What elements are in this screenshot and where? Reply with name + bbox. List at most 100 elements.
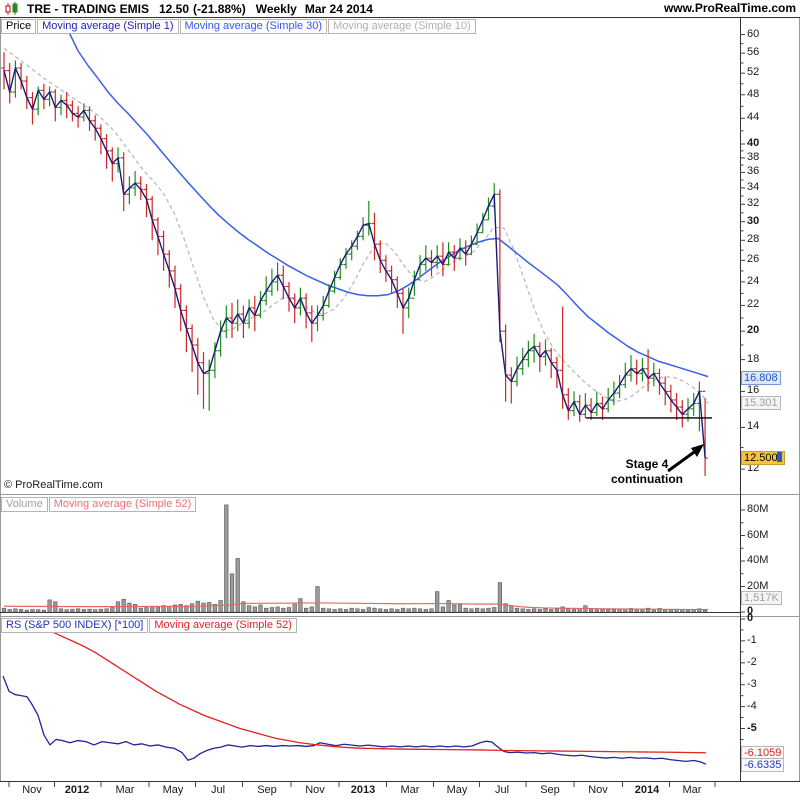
volume-bar: [526, 609, 531, 613]
x-axis-label: Nov: [305, 784, 325, 796]
volume-bar: [190, 603, 195, 613]
volume-bar: [594, 609, 599, 613]
volume-bar: [486, 607, 491, 613]
rs-axis-label: -1: [747, 633, 757, 646]
volume-axis-label: 60M: [747, 528, 769, 541]
legend-ma-simple-10[interactable]: Moving average (Simple 10): [328, 19, 476, 34]
volume-bar: [178, 604, 183, 613]
volume-bar: [588, 609, 594, 613]
stage4-annotation[interactable]: Stage 4 continuation: [601, 457, 693, 487]
ma1-close-line: [3, 67, 706, 459]
volume-ma52-line: [3, 602, 709, 611]
volume-bar: [269, 607, 275, 613]
volume-bar: [571, 609, 577, 613]
rs-legend: RS (S&P 500 INDEX) [*100] Moving average…: [1, 618, 298, 633]
x-axis-label: 2013: [350, 784, 376, 796]
text-cursor-icon: [776, 452, 782, 462]
annotation-line2: continuation: [611, 472, 683, 486]
x-axis-label: May: [446, 784, 468, 796]
volume-bar: [258, 604, 263, 613]
price-axis-label: 34: [747, 180, 760, 193]
volume-bar: [566, 608, 571, 613]
volume-bar: [121, 598, 126, 613]
ma30-line: [67, 29, 709, 378]
volume-bar: [292, 602, 297, 613]
volume-bar: [104, 608, 109, 613]
volume-bar: [18, 609, 24, 613]
volume-bar: [360, 609, 366, 613]
rs-axis-label: 0: [747, 612, 754, 624]
prorealtime-watermark: www.ProRealTime.com: [663, 1, 796, 15]
volume-bar: [492, 607, 497, 613]
rs-axis-label: -2: [747, 655, 757, 668]
x-axis-label: Mar: [115, 784, 135, 796]
legend-volume-ma52[interactable]: Moving average (Simple 52): [48, 497, 197, 512]
x-axis-label: May: [162, 784, 184, 796]
legend-volume[interactable]: Volume: [1, 497, 48, 512]
volume-axis-label: 40M: [747, 554, 769, 566]
price-axis-label: 52: [747, 66, 760, 79]
volume-bar: [70, 608, 75, 613]
volume-bar: [600, 608, 605, 613]
volume-bar: [275, 606, 280, 613]
volume-bar: [303, 607, 309, 613]
x-axis-label: Jul: [494, 784, 510, 796]
volume-bar: [207, 602, 212, 613]
volume-bar: [133, 604, 138, 613]
volume-bar: [224, 504, 229, 613]
x-axis-label: Nov: [588, 784, 608, 796]
volume-bar: [64, 609, 69, 613]
legend-ma-simple-1[interactable]: Moving average (Simple 1): [37, 19, 179, 34]
volume-bar: [628, 608, 634, 613]
volume-bar: [412, 607, 417, 613]
volume-bar: [645, 607, 651, 613]
legend-price[interactable]: Price: [1, 19, 37, 34]
volume-bar: [395, 609, 400, 613]
volume-bar: [435, 591, 440, 613]
price-axis-label: 32: [747, 197, 760, 210]
volume-bar: [560, 606, 565, 613]
volume-bar: [383, 609, 389, 613]
legend-ma-simple-30[interactable]: Moving average (Simple 30): [179, 19, 328, 34]
rs-axis-label: -3: [747, 677, 757, 690]
x-axis-label: Nov: [22, 784, 42, 796]
volume-bar: [229, 573, 235, 613]
volume-bar: [309, 606, 314, 613]
legend-rs[interactable]: RS (S&P 500 INDEX) [*100]: [1, 618, 149, 633]
x-axis-label: Mar: [400, 784, 420, 796]
ma30-value-label: 16.808: [741, 371, 781, 385]
volume-bar: [87, 608, 92, 613]
volume-bar: [554, 608, 559, 613]
volume-bar: [36, 609, 41, 613]
volume-bar: [423, 609, 428, 613]
volume-bar: [247, 605, 252, 613]
volume-bar: [252, 606, 257, 613]
volume-bar: [315, 586, 320, 613]
volume-bar: [167, 605, 172, 613]
x-axis-label: 2014: [634, 784, 660, 796]
volume-bar: [469, 608, 474, 613]
volume-bar: [514, 607, 520, 613]
price-axis-label: 24: [747, 274, 760, 287]
volume-value-label: 1,517K: [741, 591, 782, 605]
price-axis-label: 14: [747, 420, 760, 433]
volume-bar: [150, 605, 155, 613]
volume-bar: [429, 608, 434, 613]
volume-axis-label: 20M: [747, 579, 769, 592]
volume-bar: [41, 609, 46, 613]
volume-bar: [531, 608, 537, 613]
ma10-line: [3, 47, 709, 404]
rs-ma52-value-label: -6.1059: [741, 746, 785, 760]
legend-rs-ma52[interactable]: Moving average (Simple 52): [149, 618, 297, 633]
volume-bar: [685, 609, 691, 613]
timeframe[interactable]: Weekly: [255, 1, 297, 16]
volume-bar: [623, 608, 628, 613]
volume-bar: [657, 608, 662, 613]
volume-bar: [343, 609, 349, 613]
copyright-watermark: © ProRealTime.com: [4, 479, 103, 491]
rs-value-label: -6.6335: [741, 758, 785, 772]
volume-bar: [417, 608, 423, 613]
volume-bar: [127, 602, 132, 613]
annotation-line1: Stage 4: [625, 457, 669, 471]
